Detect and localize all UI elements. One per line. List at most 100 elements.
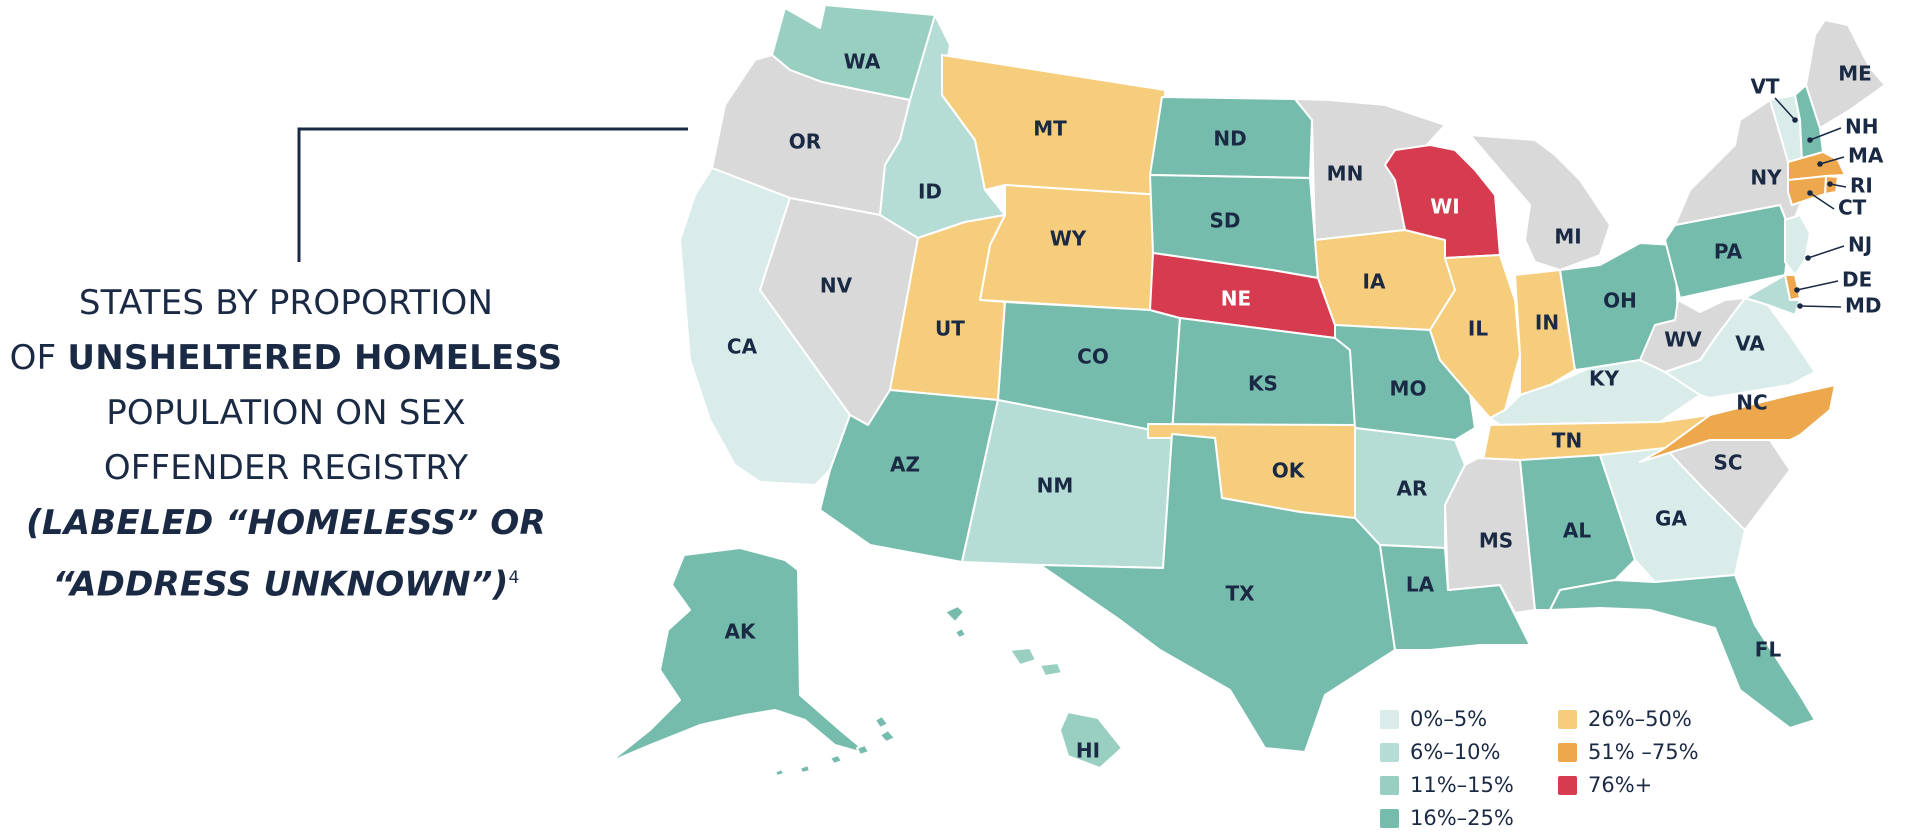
state-label-ga: GA	[1655, 507, 1687, 531]
state-label-ri: RI	[1850, 174, 1873, 198]
state-label-me: ME	[1838, 62, 1872, 86]
state-label-mt: MT	[1033, 117, 1067, 141]
leader-line-md	[1799, 305, 1842, 308]
map-title: STATES BY PROPORTION OF UNSHELTERED HOME…	[0, 276, 572, 612]
state-label-or: OR	[789, 130, 821, 154]
state-label-ut: UT	[935, 317, 965, 341]
state-me	[1805, 19, 1886, 129]
state-label-ak: AK	[725, 620, 757, 644]
legend-swatch	[1380, 742, 1399, 762]
state-label-nj: NJ	[1848, 233, 1872, 257]
state-nc	[1639, 384, 1836, 463]
state-label-ky: KY	[1589, 367, 1619, 391]
leader-dot-vt	[1792, 117, 1798, 123]
state-label-pa: PA	[1714, 240, 1743, 264]
alaska-island	[799, 764, 811, 774]
state-label-ok: OK	[1272, 459, 1306, 483]
state-ct	[1787, 175, 1827, 206]
footnote-marker: 4	[508, 568, 520, 588]
legend-label: 6%–10%	[1410, 740, 1501, 764]
state-nd	[1149, 96, 1313, 179]
state-label-ms: MS	[1479, 529, 1513, 553]
leader-dot-ma	[1817, 161, 1823, 167]
alaska-island	[874, 715, 889, 729]
legend-item: 11%–15%	[1380, 773, 1514, 797]
state-label-vt: VT	[1750, 75, 1779, 99]
state-label-ca: CA	[727, 335, 758, 359]
state-label-md: MD	[1845, 294, 1882, 318]
state-label-ia: IA	[1363, 270, 1386, 294]
state-label-de: DE	[1842, 268, 1872, 292]
state-label-ct: CT	[1838, 196, 1867, 220]
legend-item: 0%–5%	[1380, 707, 1487, 731]
leader-line-de	[1796, 280, 1839, 291]
state-nj	[1784, 214, 1811, 276]
leader-line-nh	[1809, 127, 1842, 141]
title-line-3: POPULATION ON SEX	[106, 393, 466, 433]
alaska-island	[944, 605, 965, 623]
legend-item: 26%–50%	[1558, 707, 1692, 731]
labels-layer: WA OR CA NV ID MT WY UT AZ CO NM ND SD NE KS OK TX MN IA MO…	[725, 50, 1884, 763]
state-label-nh: NH	[1845, 115, 1878, 139]
leader-dot-nj	[1805, 255, 1811, 261]
state-label-ma: MA	[1848, 144, 1884, 168]
state-fl	[1549, 574, 1816, 729]
state-label-az: AZ	[890, 453, 920, 477]
legend-swatch	[1558, 709, 1577, 729]
state-label-tx: TX	[1225, 582, 1255, 606]
state-label-mo: MO	[1390, 377, 1427, 401]
state-label-oh: OH	[1603, 289, 1637, 313]
leader-dot-nh	[1807, 137, 1813, 143]
state-label-va: VA	[1735, 332, 1765, 356]
title-line-2-bold: UNSHELTERED HOMELESS	[67, 338, 563, 378]
state-label-al: AL	[1563, 519, 1591, 543]
state-label-hi: HI	[1076, 739, 1100, 763]
state-label-nc: NC	[1736, 391, 1767, 415]
state-tx	[1039, 433, 1396, 753]
state-label-tn: TN	[1552, 429, 1582, 453]
leader-dot-md	[1797, 303, 1803, 309]
legend-label: 0%–5%	[1410, 707, 1488, 731]
legend-item: 16%–25%	[1380, 806, 1514, 830]
legend-item: 76%+	[1558, 773, 1652, 797]
state-label-la: LA	[1406, 573, 1435, 597]
state-label-ne: NE	[1221, 287, 1251, 311]
state-wv	[1639, 297, 1746, 373]
legend-swatch	[1558, 775, 1577, 795]
title-line-1: STATES BY PROPORTION	[78, 283, 494, 323]
hawaii-island	[1039, 662, 1063, 677]
state-label-il: IL	[1468, 317, 1488, 341]
leader-dot-de	[1794, 287, 1800, 293]
leader-line-nj	[1807, 245, 1845, 259]
leader-line-vt	[1774, 97, 1796, 121]
state-la	[1379, 544, 1531, 651]
legend-swatch	[1380, 775, 1399, 795]
title-line-4: OFFENDER REGISTRY	[103, 448, 469, 488]
state-label-wi: WI	[1430, 195, 1460, 219]
state-label-wv: WV	[1664, 328, 1702, 352]
legend-swatch	[1380, 808, 1399, 828]
state-label-fl: FL	[1755, 638, 1782, 662]
state-label-co: CO	[1077, 345, 1109, 369]
state-label-ny: NY	[1750, 166, 1782, 190]
alaska-island	[774, 768, 785, 777]
legend-item: 51% –75%	[1558, 740, 1699, 764]
leader-line-ma	[1819, 156, 1845, 165]
state-label-nm: NM	[1037, 474, 1074, 498]
state-label-wa: WA	[844, 50, 881, 74]
state-label-id: ID	[918, 180, 942, 204]
legend-label: 11%–15%	[1410, 773, 1514, 797]
legend-swatch	[1558, 742, 1577, 762]
title-connector-line	[297, 127, 688, 262]
state-md	[1744, 274, 1801, 316]
alaska-island	[954, 627, 967, 639]
title-line-2: OF UNSHELTERED HOMELESS	[0, 331, 572, 386]
leader-line-ct	[1809, 192, 1835, 210]
state-label-nd: ND	[1213, 127, 1246, 151]
title-line-6: “ADDRESS UNKNOWN”)4	[0, 551, 572, 612]
legend-label: 76%+	[1588, 773, 1653, 797]
state-label-mi: MI	[1554, 225, 1581, 249]
leader-dot-ri	[1827, 181, 1833, 187]
legend-label: 26%–50%	[1588, 707, 1692, 731]
